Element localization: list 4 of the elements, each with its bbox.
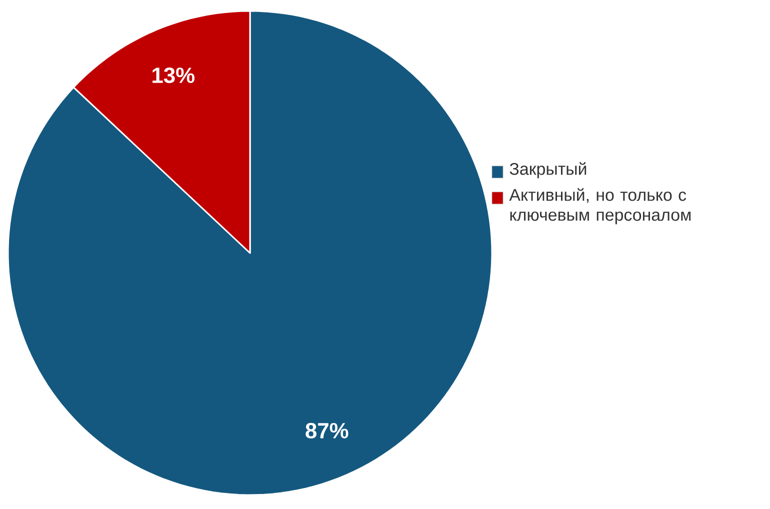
data-label: 87% bbox=[306, 422, 348, 438]
legend-label: Активный, но только с ключевым персоналом bbox=[509, 188, 691, 224]
data-label: 13% bbox=[152, 68, 194, 84]
legend-label: Закрытый bbox=[510, 162, 586, 178]
